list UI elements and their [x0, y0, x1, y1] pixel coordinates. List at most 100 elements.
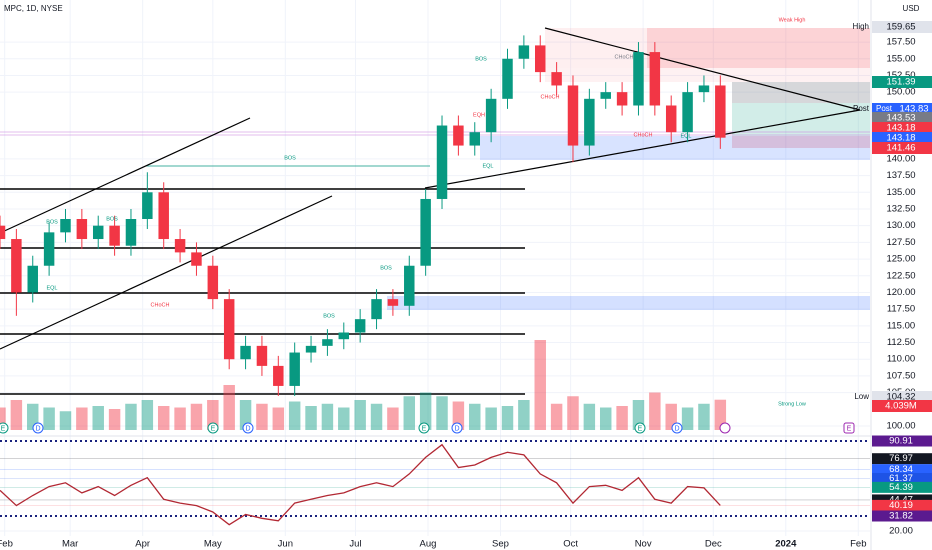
x-tick-label: Oct: [563, 539, 578, 550]
supply-zone: [647, 28, 870, 68]
price-label-box: [872, 21, 932, 33]
rsi-level-box: [872, 472, 932, 484]
volume-bar: [387, 407, 399, 430]
candle-body: [371, 299, 382, 320]
annotation: EQH: [473, 112, 485, 118]
x-tick-label: Feb: [0, 539, 13, 550]
annotation: BOS: [323, 313, 335, 319]
candle-body: [174, 239, 186, 253]
volume-bar: [370, 403, 383, 430]
candle-body: [76, 219, 88, 240]
y-tick-label: 137.50: [886, 170, 915, 181]
volume-bar: [698, 403, 710, 430]
volume-bar: [649, 392, 661, 430]
volume-bar: [239, 400, 252, 430]
event-label: E: [1, 425, 6, 432]
x-tick-label: Mar: [62, 539, 78, 550]
volume-bar: [190, 403, 203, 430]
candle-body: [698, 85, 710, 93]
position-entry: [732, 82, 870, 103]
price-label-box: [872, 132, 932, 144]
x-tick-label: May: [204, 539, 222, 550]
price-label-value: 143.18: [886, 123, 915, 134]
x-tick-label: Jun: [278, 539, 293, 550]
event-marker: [207, 422, 219, 434]
candle-body: [420, 198, 431, 266]
volume-bar: [518, 400, 530, 430]
price-label-name: Post: [876, 104, 893, 113]
candle-body: [485, 98, 497, 133]
symbol: MPC, 1D, NYSE: [4, 4, 63, 13]
volume-bar: [10, 400, 23, 430]
volume-bar: [403, 396, 416, 430]
volume-bar: [354, 400, 366, 430]
candle-body: [322, 339, 333, 346]
volume-bar: [485, 407, 497, 430]
volume-label-box: [872, 400, 932, 412]
rsi-level-label: 40.19: [889, 500, 913, 511]
volume-bar: [452, 401, 465, 430]
event-marker: [671, 422, 683, 434]
rsi-level-box: [872, 481, 932, 493]
grid: [0, 0, 870, 536]
event-marker: [843, 422, 855, 434]
candle-body: [518, 45, 530, 59]
dividend-flash: [719, 422, 731, 434]
event-label: D: [674, 425, 679, 432]
volume-bar: [174, 407, 186, 430]
volume-bar: [223, 385, 235, 430]
candle-body: [633, 52, 644, 106]
candle-body: [27, 265, 38, 293]
annotation: EQL: [680, 133, 691, 139]
candle-body: [535, 45, 546, 73]
annotation: BOS: [380, 265, 392, 271]
volume-label: 4.039M: [885, 401, 917, 412]
candle-body: [502, 58, 513, 99]
supply-zone: [545, 28, 647, 68]
candle-body: [404, 265, 415, 306]
candle-body: [469, 132, 480, 146]
volume-bar: [419, 392, 432, 430]
y-tick-label: 115.00: [887, 320, 915, 331]
annotation: CHoCH: [541, 94, 560, 100]
price-label-box: [872, 112, 932, 124]
rsi-level-label: 31.82: [889, 511, 913, 522]
marks: [0, 35, 727, 526]
price-label-box: [872, 76, 932, 88]
event-label: E: [211, 425, 216, 432]
price-label-value: 143.53: [886, 113, 915, 124]
volume-bar: [76, 407, 88, 430]
candle-body: [60, 219, 71, 233]
event-label: E: [847, 425, 852, 432]
y-tick-label: 135.00: [886, 187, 915, 198]
rsi-tick-label: 20.00: [889, 526, 913, 537]
volume-bar: [616, 406, 628, 430]
position-stop: [732, 136, 870, 148]
candle-body: [715, 85, 726, 138]
annotation: BOS: [475, 56, 487, 62]
y-tick-label: 110.00: [887, 354, 915, 365]
volume-bar: [714, 399, 727, 430]
volume-bar: [534, 340, 546, 430]
volume-bar: [338, 407, 350, 430]
rsi-level-box: [872, 435, 932, 447]
rsi-level-label: 76.97: [889, 453, 913, 464]
annotation: CHoCH: [634, 132, 653, 138]
price-label-value: 141.46: [886, 143, 915, 154]
annotation: BOS: [284, 155, 296, 161]
price-label-value: 143.18: [886, 133, 915, 144]
volume-bar: [567, 396, 579, 430]
event-marker: [634, 422, 646, 434]
x-tick-label: Apr: [135, 539, 150, 550]
volume-bar: [288, 401, 301, 430]
annotation: EQL: [46, 285, 57, 291]
candle-body: [305, 345, 317, 353]
candle-body: [616, 92, 628, 106]
volume-bar: [550, 403, 563, 430]
price-label-box: [872, 122, 932, 134]
candle-body: [142, 192, 153, 220]
price-label-name: Post: [853, 104, 870, 113]
currency: USD: [903, 4, 920, 13]
x-tick-label: 2024: [775, 539, 797, 550]
